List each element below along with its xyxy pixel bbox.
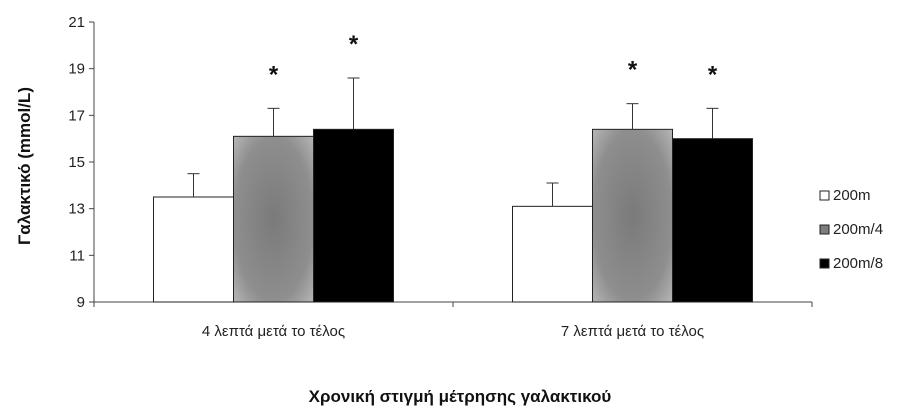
x-axis-title: Χρονική στιγμή μέτρησης γαλακτικού <box>309 387 612 406</box>
x-category-label: 7 λεπτά μετά το τέλος <box>561 323 704 340</box>
significance-star: * <box>708 61 718 88</box>
y-tick-label: 13 <box>68 201 85 218</box>
legend-swatch <box>819 224 830 235</box>
y-tick-label: 21 <box>68 14 85 31</box>
y-tick-label: 15 <box>68 154 85 171</box>
significance-star: * <box>269 61 279 88</box>
x-category-label: 4 λεπτά μετά το τέλος <box>202 323 345 340</box>
legend-label: 200m <box>833 187 871 204</box>
legend-swatch <box>819 190 830 201</box>
bar-200m-cat-2 <box>512 205 593 303</box>
legend: 200m 200m/4 200m/8 <box>819 187 883 272</box>
significance-star: * <box>628 57 638 84</box>
bar-200m-8-cat-1 <box>313 128 394 303</box>
y-axis-title: Γαλακτικό (mmol/L) <box>15 87 34 245</box>
plot-area: 9 11 13 15 17 19 21 * * 4 λεπτά μετά το τέλος * * 7 … <box>68 14 813 340</box>
y-tick-label: 19 <box>68 61 85 78</box>
y-tick-label: 17 <box>68 107 85 124</box>
bar-200m-cat-1 <box>153 196 234 303</box>
y-tick-label: 11 <box>69 247 85 264</box>
legend-label: 200m/8 <box>833 255 883 272</box>
y-tick-label: 9 <box>77 294 85 311</box>
bar-200m-4-cat-1 <box>233 135 314 303</box>
bar-200m-8-cat-2 <box>672 138 753 303</box>
legend-swatch <box>819 258 830 269</box>
legend-label: 200m/4 <box>833 221 883 238</box>
significance-star: * <box>349 31 359 58</box>
bar-200m-4-cat-2 <box>592 128 673 303</box>
